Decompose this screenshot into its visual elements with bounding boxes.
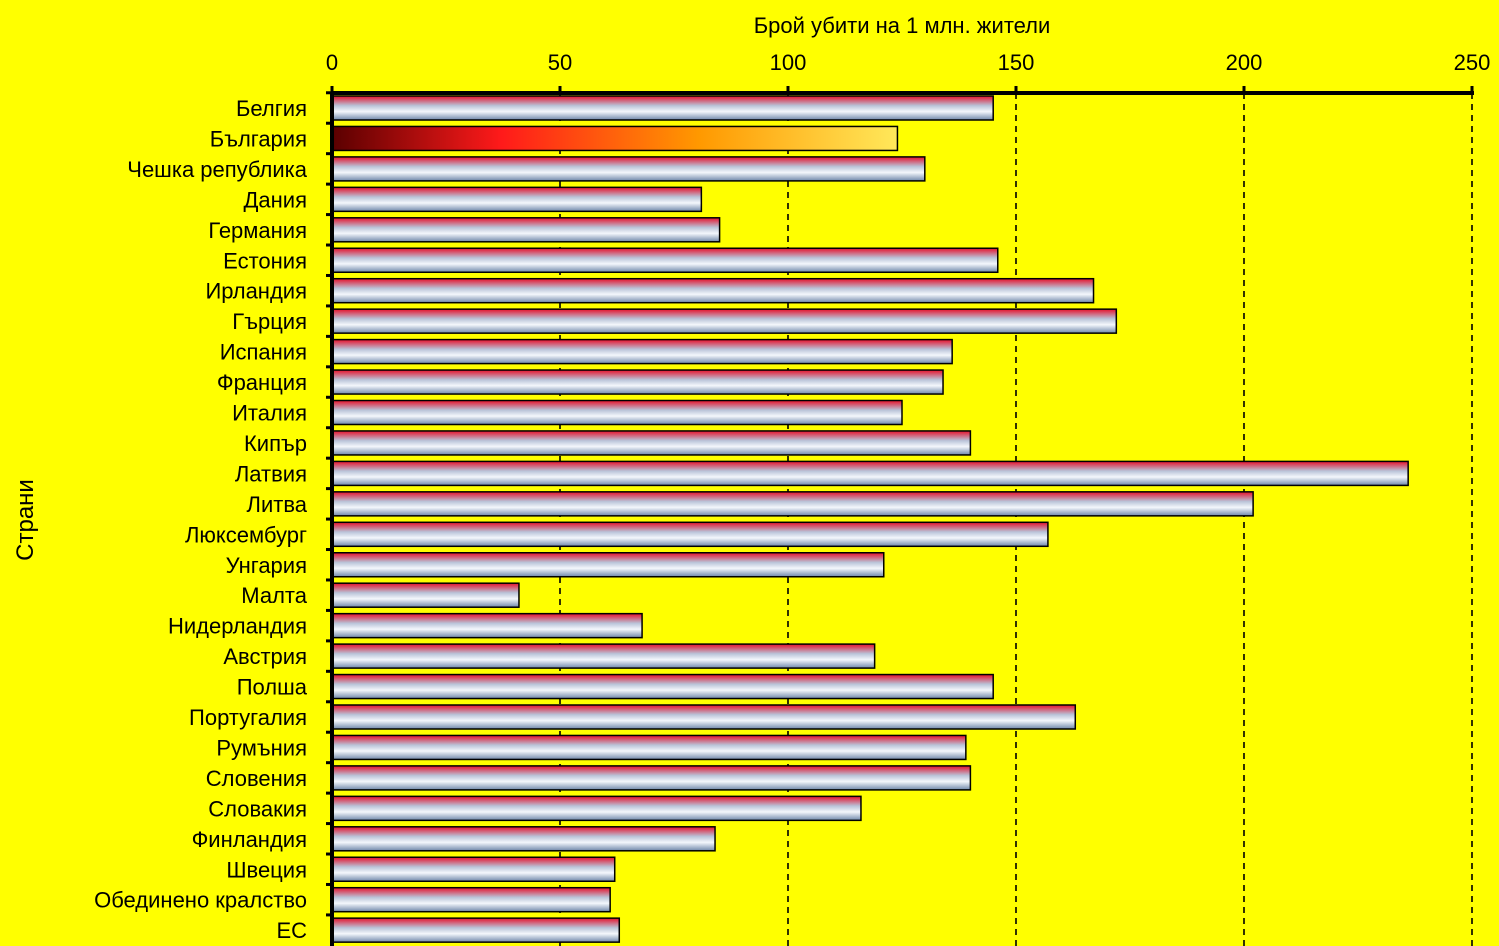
bar-21: [331, 734, 967, 761]
bar-18: [331, 643, 876, 669]
bar-14: [331, 521, 1049, 548]
x-tick-label-0: 0: [326, 50, 338, 75]
category-label-24: Финландия: [192, 827, 307, 852]
category-label-8: Испания: [220, 340, 307, 365]
bar-22: [331, 765, 972, 791]
bar-17: [331, 612, 643, 639]
category-label-1: България: [210, 126, 307, 151]
bar-7: [331, 308, 1118, 334]
bar-11: [331, 430, 972, 456]
category-label-3: Дания: [244, 187, 308, 212]
bar-24: [331, 826, 716, 852]
category-label-6: Ирландия: [205, 279, 307, 304]
axes: 0 50 100 150 200 250 Белгия България Чешка репуб…: [94, 50, 1490, 946]
category-label-11: Кипър: [244, 431, 307, 456]
bar-4: [331, 217, 721, 243]
bar-2: [331, 156, 926, 182]
category-label-12: Латвия: [235, 461, 307, 486]
bar-23: [331, 795, 862, 822]
bar-12: [331, 460, 1409, 487]
category-label-21: Румъния: [216, 735, 307, 760]
category-label-0: Белгия: [236, 96, 307, 121]
bar-13: [331, 491, 1254, 517]
y-axis-label: Страни: [12, 479, 39, 561]
bar-0: [331, 95, 994, 121]
bar-27: [331, 917, 621, 943]
bar-20: [331, 704, 1077, 730]
category-label-27: ЕС: [276, 918, 307, 943]
x-tick-label-200: 200: [1226, 50, 1263, 75]
category-label-9: Франция: [217, 370, 307, 395]
category-label-26: Обединено кралство: [94, 888, 307, 913]
category-label-13: Литва: [247, 492, 308, 517]
bar-9: [331, 369, 944, 395]
category-label-23: Словакия: [208, 796, 307, 821]
bars: [331, 95, 1409, 943]
category-label-18: Австрия: [223, 644, 307, 669]
bar-5: [331, 247, 999, 273]
x-tick-label-100: 100: [770, 50, 807, 75]
bar-10: [331, 399, 903, 426]
category-label-17: Нидерландия: [168, 614, 307, 639]
category-label-22: Словения: [206, 766, 307, 791]
bar-15: [331, 552, 885, 578]
bar-26: [331, 886, 611, 913]
category-label-15: Унгария: [226, 553, 307, 578]
bar-1: [331, 125, 899, 152]
bar-6: [331, 277, 1095, 304]
x-tick-label-250: 250: [1454, 50, 1491, 75]
x-tick-label-50: 50: [548, 50, 572, 75]
category-label-14: Люксембург: [185, 522, 307, 547]
category-label-16: Малта: [241, 583, 307, 608]
bar-25: [331, 856, 616, 882]
x-axis-label: Брой убити на 1 млн. жители: [754, 13, 1051, 38]
bar-8: [331, 338, 953, 365]
bar-19: [331, 673, 994, 700]
category-label-25: Швеция: [226, 857, 307, 882]
category-label-19: Полша: [237, 675, 308, 700]
category-label-7: Гърция: [232, 309, 307, 334]
category-label-4: Германия: [208, 218, 307, 243]
category-label-20: Португалия: [189, 705, 307, 730]
bar-3: [331, 186, 703, 213]
bar-16: [331, 582, 520, 608]
x-tick-label-150: 150: [998, 50, 1035, 75]
category-label-10: Италия: [232, 401, 307, 426]
category-label-5: Естония: [223, 248, 307, 273]
category-label-2: Чешка република: [127, 157, 307, 182]
